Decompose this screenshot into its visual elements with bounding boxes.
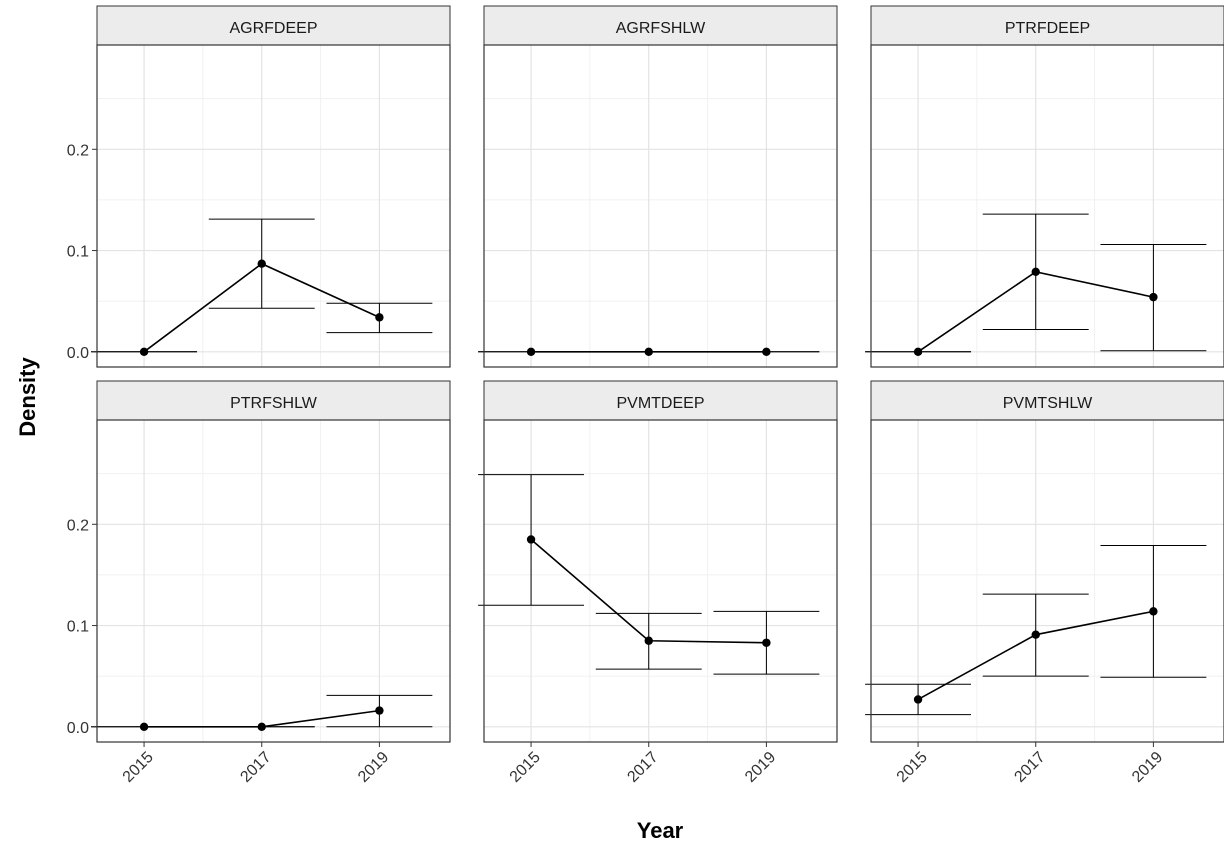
facet-strip bbox=[483, 5, 838, 46]
error-bars bbox=[865, 545, 1207, 716]
facet-title: PVMTSHLW bbox=[1003, 395, 1093, 412]
facet-strip bbox=[96, 380, 451, 421]
x-tick-label: 2015 bbox=[507, 749, 544, 786]
data-point bbox=[644, 347, 653, 357]
panel-border bbox=[870, 419, 1224, 743]
data-point bbox=[257, 259, 266, 268]
x-tick-label: 2015 bbox=[120, 749, 157, 786]
x-tick-label: 2017 bbox=[624, 749, 661, 786]
data-point bbox=[139, 347, 149, 357]
facet-strip bbox=[483, 380, 838, 421]
facet-strip bbox=[870, 380, 1224, 421]
y-axis: 0.0 0.1 0.2 bbox=[67, 142, 97, 362]
x-axis: 2015 2017 2019 bbox=[894, 742, 1166, 786]
x-tick-label: 2019 bbox=[355, 749, 392, 786]
facet-panel: AGRFSHLW bbox=[478, 5, 838, 368]
gridlines bbox=[871, 45, 1224, 367]
y-tick-label: 0.1 bbox=[67, 619, 89, 636]
facet-title: AGRFSHLW bbox=[616, 20, 706, 37]
facet-panel: PTRFDEEP bbox=[865, 5, 1224, 368]
error-bars bbox=[91, 218, 433, 353]
plot-background bbox=[484, 420, 837, 742]
panels: AGRFDEEP 0.0 0.1 0.2 AGRFSHLW PTRFDEEP PTRFSHL… bbox=[67, 5, 1224, 786]
data-point bbox=[644, 636, 653, 645]
plot-background bbox=[871, 420, 1224, 742]
x-tick-label: 2019 bbox=[742, 749, 779, 786]
facet-panel: PTRFSHLW 0.0 0.1 0.2 2015 2017 2019 bbox=[67, 380, 451, 786]
data-point bbox=[257, 722, 266, 732]
y-tick-label: 0.1 bbox=[67, 244, 89, 261]
data-point bbox=[762, 638, 771, 647]
facet-title: PVMTDEEP bbox=[616, 395, 704, 412]
data-point bbox=[139, 722, 149, 732]
data-point bbox=[1149, 607, 1158, 616]
y-tick-label: 0.0 bbox=[67, 720, 89, 737]
facet-title: AGRFDEEP bbox=[229, 20, 317, 37]
panel-border bbox=[96, 44, 451, 368]
gridlines bbox=[97, 45, 450, 367]
panel-border bbox=[96, 419, 451, 743]
data-point bbox=[913, 347, 923, 357]
y-tick-label: 0.0 bbox=[67, 345, 89, 362]
x-tick-label: 2019 bbox=[1129, 749, 1166, 786]
plot-background bbox=[97, 420, 450, 742]
data-point bbox=[375, 706, 384, 715]
plot-background bbox=[97, 45, 450, 367]
x-axis: 2015 2017 2019 bbox=[507, 742, 779, 786]
panel-border bbox=[483, 419, 838, 743]
data-point bbox=[762, 347, 771, 357]
plot-background bbox=[871, 45, 1224, 367]
data-point bbox=[1149, 292, 1158, 302]
x-tick-label: 2017 bbox=[1011, 749, 1048, 786]
facet-panel: PVMTDEEP 2015 2017 2019 bbox=[478, 380, 838, 786]
y-axis-title: Density bbox=[15, 357, 40, 437]
data-point bbox=[375, 313, 384, 322]
x-tick-label: 2015 bbox=[894, 749, 931, 786]
y-axis: 0.0 0.1 0.2 bbox=[67, 517, 97, 737]
data-point bbox=[1031, 267, 1040, 277]
data-point bbox=[526, 535, 536, 544]
x-axis-title: Year bbox=[637, 818, 684, 843]
y-tick-label: 0.2 bbox=[67, 142, 89, 159]
facet-title: PTRFDEEP bbox=[1005, 20, 1090, 37]
facet-panel: AGRFDEEP 0.0 0.1 0.2 bbox=[67, 5, 451, 368]
panel-border bbox=[483, 44, 838, 368]
facet-title: PTRFSHLW bbox=[230, 395, 318, 412]
data-point bbox=[913, 695, 923, 704]
x-tick-label: 2017 bbox=[237, 749, 274, 786]
data-point bbox=[1031, 630, 1040, 639]
panel-border bbox=[870, 44, 1224, 368]
plot-background bbox=[484, 45, 837, 367]
facet-panel: PVMTSHLW 2015 2017 2019 bbox=[865, 380, 1224, 786]
data-point bbox=[526, 347, 536, 357]
x-axis: 2015 2017 2019 bbox=[120, 742, 392, 786]
gridlines bbox=[484, 420, 837, 742]
facet-strip bbox=[96, 5, 451, 46]
y-tick-label: 0.2 bbox=[67, 517, 89, 534]
